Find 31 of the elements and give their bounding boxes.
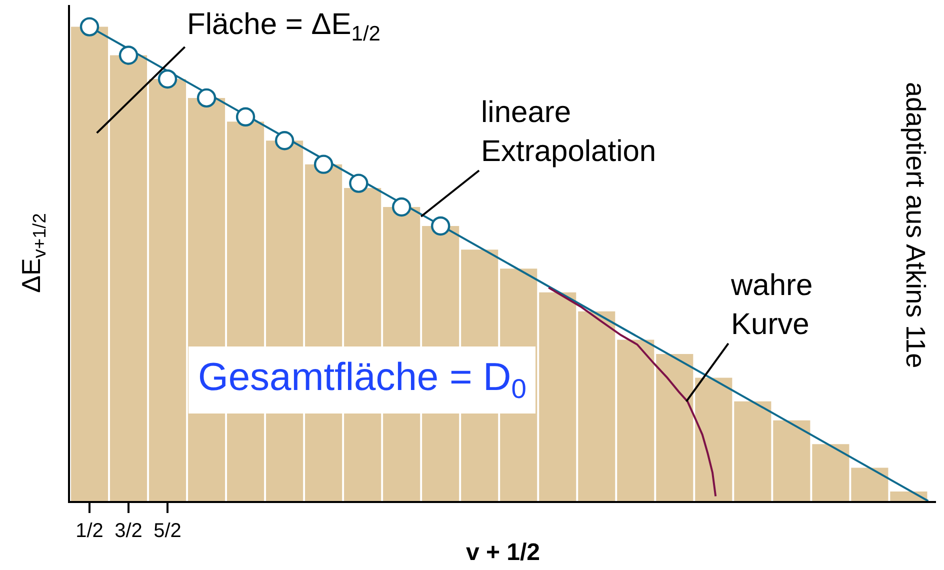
point <box>274 131 294 150</box>
bar <box>734 401 772 501</box>
bar <box>70 26 108 501</box>
bar <box>656 354 694 501</box>
annotation: wahre Kurve <box>730 269 813 341</box>
point <box>236 107 256 126</box>
bar <box>539 292 576 501</box>
bar <box>578 311 616 501</box>
point <box>80 17 100 36</box>
bar <box>851 468 888 501</box>
annotation: Fläche = ΔE$_{1/2}$ <box>187 8 380 46</box>
bar <box>617 340 654 501</box>
x-tick-label: 3/2 <box>114 520 142 542</box>
bar <box>773 420 810 501</box>
point <box>349 174 368 193</box>
annotation: lineare Extrapolation <box>481 96 656 168</box>
annotation: adaptiert aus Atkins 11e <box>900 82 930 368</box>
x-tick-label: 5/2 <box>154 520 182 542</box>
bar <box>110 55 148 501</box>
point <box>158 69 178 89</box>
point <box>314 154 334 174</box>
point <box>118 46 138 65</box>
x-axis-title: v + 1/2 <box>466 538 540 566</box>
point <box>431 216 450 236</box>
point <box>392 197 412 217</box>
bar <box>812 444 850 501</box>
x-tick-label: 1/2 <box>76 520 104 542</box>
point <box>196 88 216 108</box>
annotation: Gesamtfläche = D$_{0}$ <box>198 356 526 404</box>
bar <box>695 378 732 501</box>
bar <box>148 78 186 501</box>
